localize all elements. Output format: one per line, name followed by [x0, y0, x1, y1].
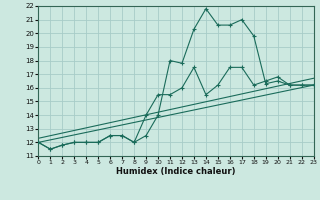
X-axis label: Humidex (Indice chaleur): Humidex (Indice chaleur) [116, 167, 236, 176]
